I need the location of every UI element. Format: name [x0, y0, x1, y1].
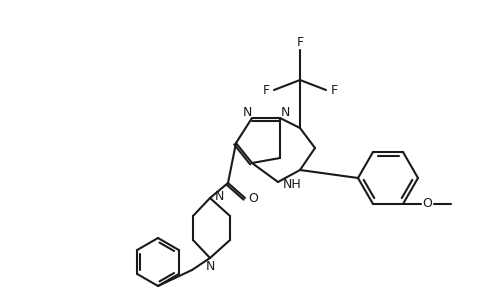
Text: N: N [280, 105, 290, 119]
Text: F: F [331, 84, 338, 98]
Text: NH: NH [283, 178, 301, 192]
Text: N: N [243, 105, 251, 119]
Text: O: O [248, 192, 258, 206]
Text: O: O [422, 197, 432, 211]
Text: F: F [262, 84, 269, 98]
Text: F: F [296, 36, 304, 50]
Text: N: N [214, 190, 224, 202]
Text: N: N [205, 260, 215, 274]
